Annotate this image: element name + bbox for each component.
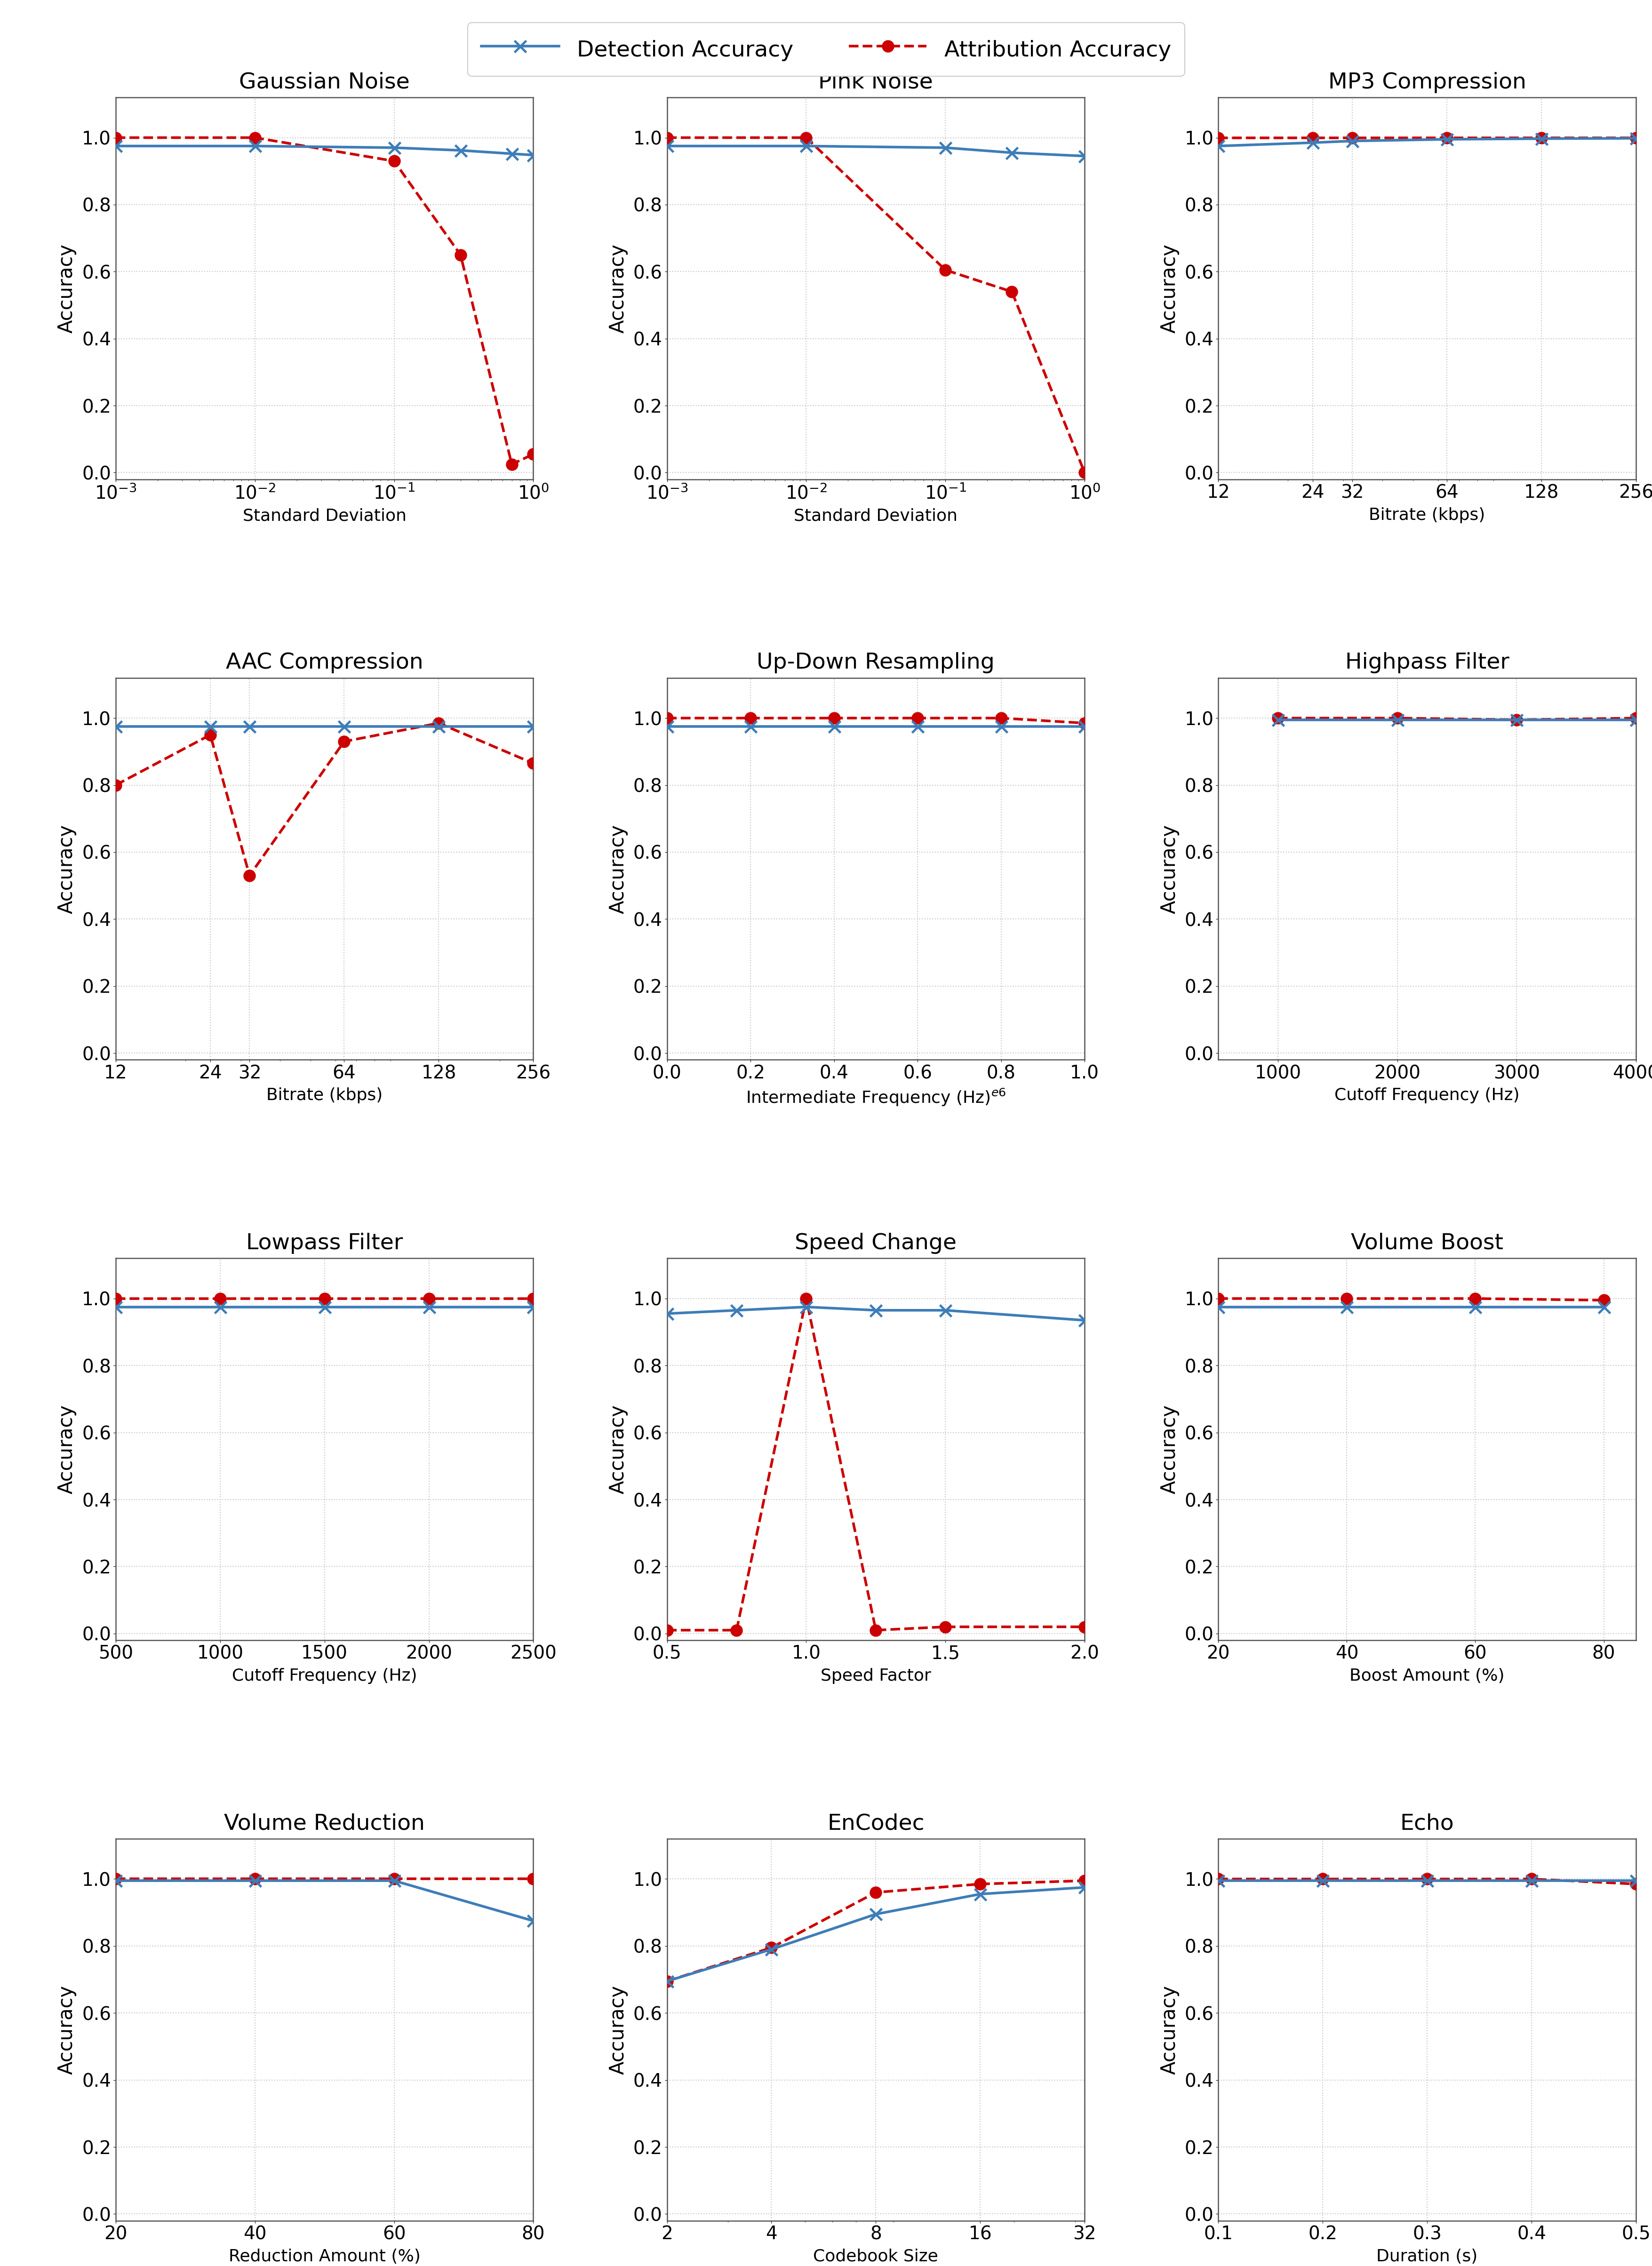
X-axis label: Cutoff Frequency (Hz): Cutoff Frequency (Hz)	[231, 1668, 416, 1684]
Y-axis label: Accuracy: Accuracy	[608, 245, 628, 333]
X-axis label: Reduction Amount (%): Reduction Amount (%)	[228, 2248, 420, 2264]
X-axis label: Bitrate (kbps): Bitrate (kbps)	[1368, 508, 1485, 523]
X-axis label: Intermediate Frequency (Hz)$^{e6}$: Intermediate Frequency (Hz)$^{e6}$	[745, 1088, 1006, 1108]
X-axis label: Bitrate (kbps): Bitrate (kbps)	[266, 1088, 383, 1104]
X-axis label: Duration (s): Duration (s)	[1376, 2248, 1477, 2264]
Y-axis label: Accuracy: Accuracy	[1160, 1405, 1180, 1493]
Y-axis label: Accuracy: Accuracy	[56, 1985, 76, 2073]
X-axis label: Standard Deviation: Standard Deviation	[243, 508, 406, 523]
Title: MP3 Compression: MP3 Compression	[1328, 73, 1526, 93]
Title: AAC Compression: AAC Compression	[226, 653, 423, 673]
Title: Gaussian Noise: Gaussian Noise	[240, 73, 410, 93]
X-axis label: Standard Deviation: Standard Deviation	[793, 508, 958, 523]
Y-axis label: Accuracy: Accuracy	[1160, 1985, 1180, 2073]
Title: Up-Down Resampling: Up-Down Resampling	[757, 653, 995, 673]
Title: Volume Boost: Volume Boost	[1350, 1233, 1503, 1253]
Title: Echo: Echo	[1399, 1813, 1454, 1835]
Title: Volume Reduction: Volume Reduction	[225, 1813, 425, 1835]
Y-axis label: Accuracy: Accuracy	[608, 1985, 628, 2073]
Y-axis label: Accuracy: Accuracy	[56, 825, 76, 913]
X-axis label: Cutoff Frequency (Hz): Cutoff Frequency (Hz)	[1335, 1088, 1520, 1104]
X-axis label: Boost Amount (%): Boost Amount (%)	[1350, 1668, 1505, 1684]
Y-axis label: Accuracy: Accuracy	[608, 825, 628, 913]
Y-axis label: Accuracy: Accuracy	[56, 245, 76, 333]
Y-axis label: Accuracy: Accuracy	[1160, 245, 1180, 333]
Y-axis label: Accuracy: Accuracy	[1160, 825, 1180, 913]
Y-axis label: Accuracy: Accuracy	[56, 1405, 76, 1493]
Title: Speed Change: Speed Change	[795, 1233, 957, 1253]
Title: EnCodec: EnCodec	[828, 1813, 923, 1835]
X-axis label: Speed Factor: Speed Factor	[821, 1668, 930, 1684]
Title: Highpass Filter: Highpass Filter	[1345, 653, 1508, 673]
Title: Pink Noise: Pink Noise	[818, 73, 933, 93]
Title: Lowpass Filter: Lowpass Filter	[246, 1233, 403, 1253]
X-axis label: Codebook Size: Codebook Size	[813, 2248, 938, 2264]
Y-axis label: Accuracy: Accuracy	[608, 1405, 628, 1493]
Legend: Detection Accuracy, Attribution Accuracy: Detection Accuracy, Attribution Accuracy	[468, 23, 1184, 77]
